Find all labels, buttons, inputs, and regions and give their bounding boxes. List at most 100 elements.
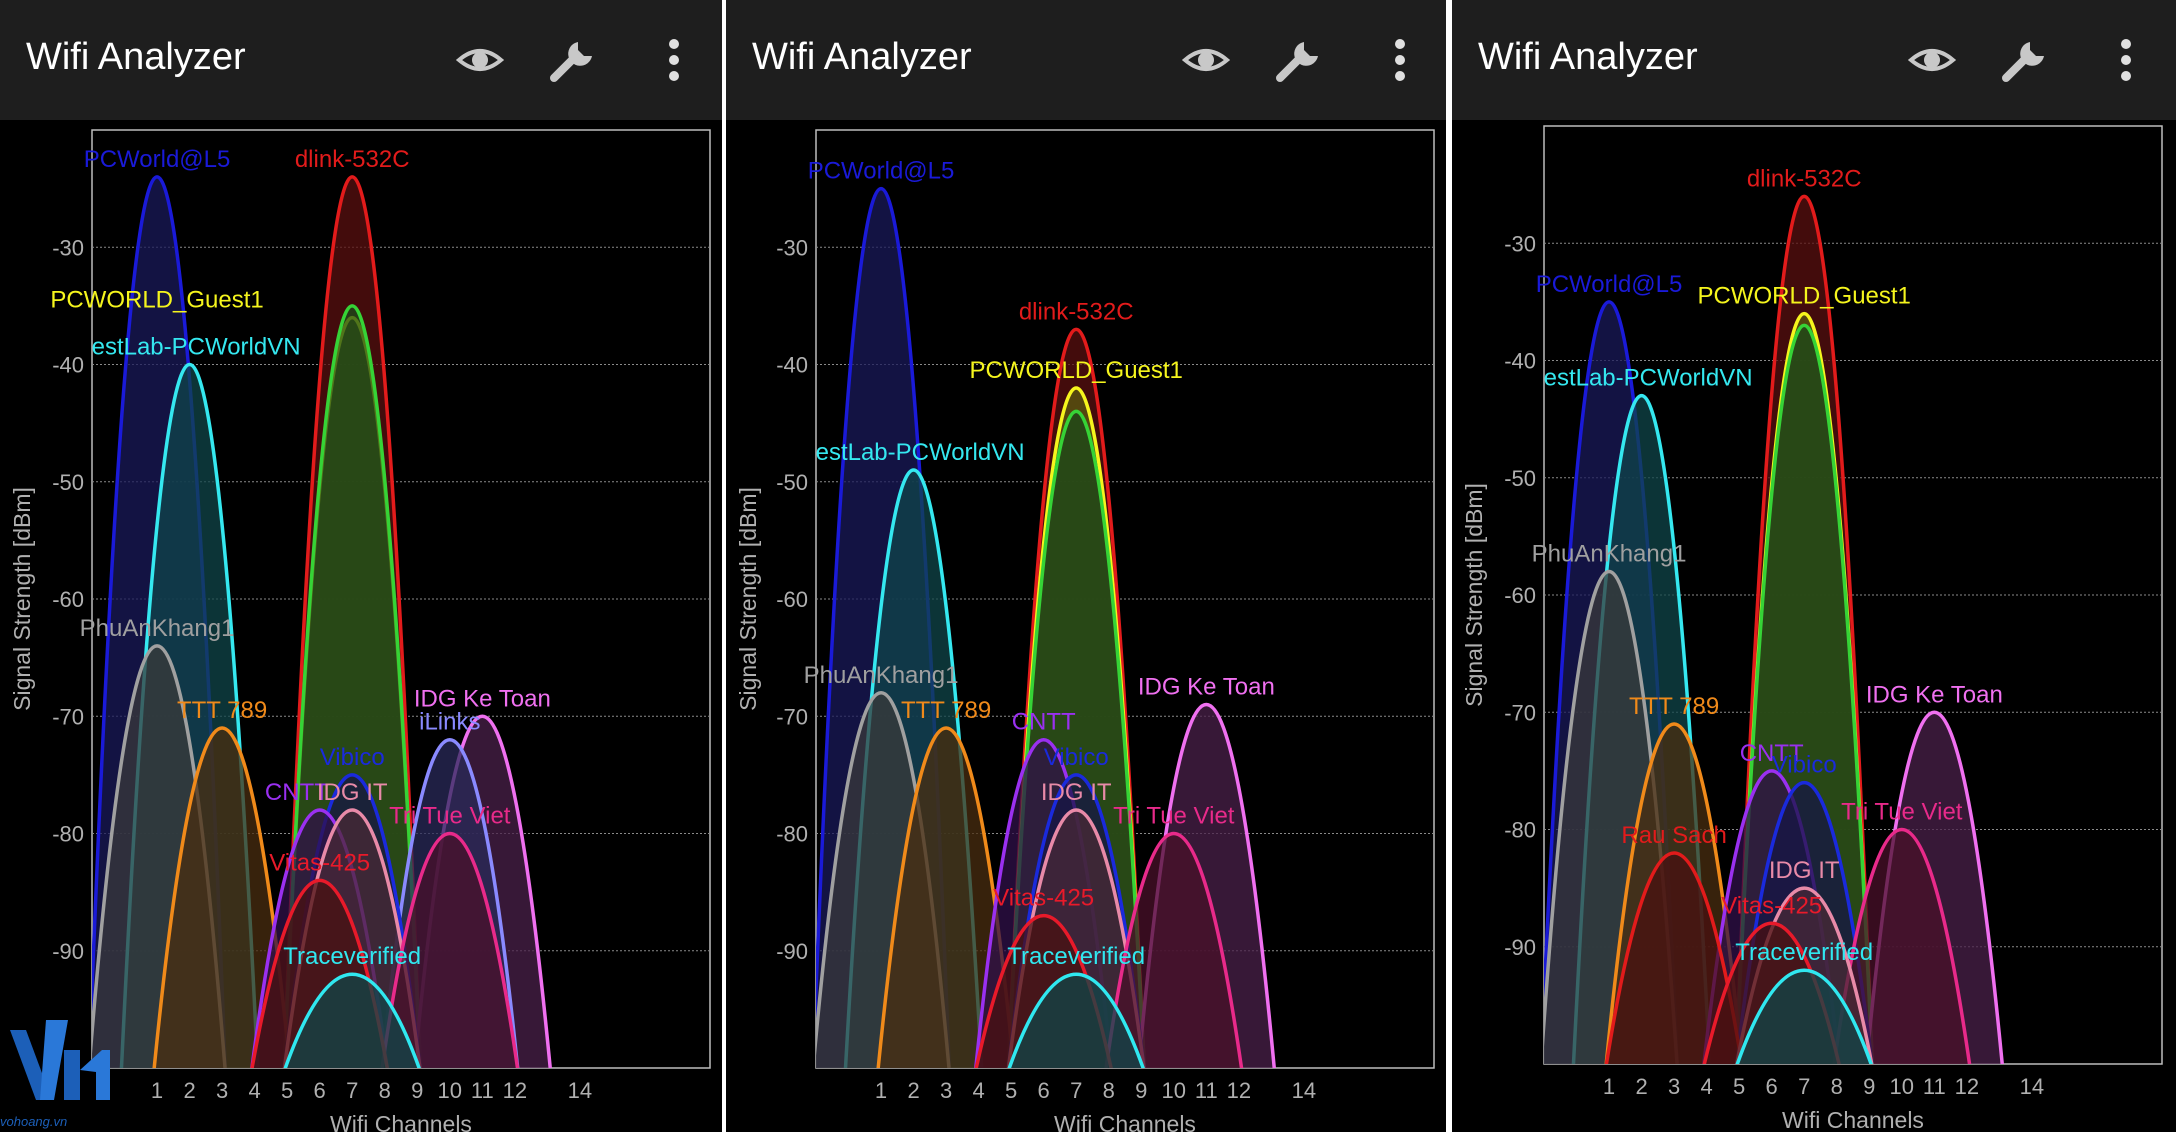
y-tick-label: -50 (776, 470, 808, 495)
y-tick-label: -60 (776, 587, 808, 612)
y-axis-label: Signal Strength [dBm] (9, 487, 35, 711)
x-tick-label: 5 (281, 1078, 293, 1103)
series-label: PCWORLD_Guest1 (50, 287, 263, 314)
eye-icon[interactable] (1178, 32, 1234, 88)
app-bar: Wifi Analyzer (0, 0, 722, 120)
x-tick-label: 7 (1070, 1078, 1082, 1103)
x-tick-label: 2 (1635, 1074, 1647, 1099)
y-tick-label: -80 (1504, 818, 1536, 843)
series-label: TTT 789 (901, 697, 991, 724)
app-title: Wifi Analyzer (26, 36, 246, 78)
series-label: Vitas-425 (993, 885, 1094, 912)
panel-2: Wifi Analyzer -30 -40 -50 -60 -70 -80 -90 1 2 3 4 5… (726, 0, 1446, 1132)
y-tick-label: -80 (52, 822, 84, 847)
series-curve (1104, 832, 1244, 1068)
x-tick-label: 10 (1162, 1078, 1186, 1103)
x-tick-label: 8 (379, 1078, 391, 1103)
signal-chart: -30-40-50-60-70-80-901 2 3 4 5 6 7 8 9 10 11 12 14Wi… (735, 129, 1435, 1132)
series-label: Tri Tue Viet (1841, 799, 1963, 826)
y-tick-label: -50 (52, 470, 84, 495)
x-tick-label: 7 (1798, 1074, 1810, 1099)
wrench-icon[interactable] (1272, 32, 1328, 88)
series-label: Traceverified (283, 943, 421, 970)
series-curve (1735, 968, 1873, 1064)
x-tick-label: 14 (1292, 1078, 1316, 1103)
x-tick-label: 12 (1955, 1074, 1979, 1099)
x-tick-label: 6 (1038, 1078, 1050, 1103)
y-tick-label: -40 (1504, 349, 1536, 374)
app-title: Wifi Analyzer (752, 36, 972, 78)
x-tick-label: 4 (973, 1078, 985, 1103)
x-tick-label: 2 (907, 1078, 919, 1103)
x-tick-label: 9 (1135, 1078, 1147, 1103)
y-tick-label: -50 (1504, 466, 1536, 491)
x-tick-label: 7 (346, 1078, 358, 1103)
series-label: Vitas-425 (269, 849, 370, 876)
y-tick-label: -90 (776, 939, 808, 964)
x-tick-label: 6 (1766, 1074, 1778, 1099)
series-label: PCWORLD_Guest1 (970, 357, 1183, 384)
more-vert-icon[interactable] (2098, 32, 2154, 88)
panel-3: Wifi Analyzer -30 -40 -50 -60 -70 -80 -90 1 2 3 4 5… (1452, 0, 2176, 1132)
y-tick-label: -80 (776, 822, 808, 847)
series-label: dlink-532C (1019, 298, 1134, 325)
watermark-text: vohoang.vn (0, 1114, 68, 1129)
series-label: IDG IT (317, 779, 388, 806)
eye-icon[interactable] (1904, 32, 1960, 88)
x-axis-label: Wifi Channels (330, 1111, 472, 1132)
eye-icon[interactable] (452, 32, 508, 88)
more-vert-icon[interactable] (646, 32, 702, 88)
series-label: Traceverified (1735, 939, 1873, 966)
y-tick-label: -60 (52, 587, 84, 612)
y-tick-label: -30 (52, 235, 84, 260)
x-tick-label: 3 (1668, 1074, 1680, 1099)
x-tick-label: 6 (314, 1078, 326, 1103)
series-label: Traceverified (1007, 943, 1145, 970)
series-label: TTT 789 (177, 697, 267, 724)
series-label: IDG Ke Toan (414, 685, 551, 712)
series-label: Rau Sach (1621, 822, 1726, 849)
series-label: Tri Tue Viet (1113, 803, 1235, 830)
y-tick-label: -90 (1504, 935, 1536, 960)
x-tick-label: 2 (183, 1078, 195, 1103)
series-curve (1007, 972, 1145, 1068)
wrench-icon[interactable] (1998, 32, 2054, 88)
signal-chart: -30-40-50-60-70-80-901 2 3 4 5 6 7 8 9 10 11 12 14Wi… (9, 129, 711, 1132)
y-tick-label: -30 (1504, 231, 1536, 256)
series-label: dlink-532C (1747, 165, 1862, 192)
y-tick-label: -40 (776, 353, 808, 378)
series-label: PCWorld@L5 (1536, 271, 1683, 298)
series-label: PhuAnKhang1 (804, 662, 959, 689)
series-label: PhuAnKhang1 (1532, 541, 1687, 568)
x-tick-label: 3 (940, 1078, 952, 1103)
x-tick-label: 8 (1831, 1074, 1843, 1099)
x-axis-label: Wifi Channels (1054, 1111, 1196, 1132)
y-tick-label: -30 (776, 235, 808, 260)
y-tick-label: -60 (1504, 583, 1536, 608)
series-label: TTT 789 (1629, 693, 1719, 720)
x-tick-label: 11 (1195, 1078, 1218, 1103)
series-label: PCWORLD_Guest1 (1698, 283, 1911, 310)
x-tick-label: 4 (249, 1078, 261, 1103)
series-label: dlink-532C (295, 146, 410, 173)
more-vert-icon[interactable] (1372, 32, 1428, 88)
y-tick-label: -70 (52, 704, 84, 729)
y-tick-label: -70 (776, 704, 808, 729)
series-label: PCWorld@L5 (84, 146, 231, 173)
wrench-icon[interactable] (546, 32, 602, 88)
series-label: Tri Tue Viet (389, 803, 511, 830)
series-label: estLab-PCWorldVN (1544, 365, 1753, 392)
series-label: IDG IT (1041, 779, 1112, 806)
y-axis-label: Signal Strength [dBm] (735, 487, 761, 711)
vh-logo (10, 1020, 110, 1100)
x-tick-label: 11 (471, 1078, 494, 1103)
series-curve (1832, 828, 1972, 1064)
x-tick-label: 10 (438, 1078, 462, 1103)
x-tick-label: 14 (568, 1078, 592, 1103)
y-tick-label: -70 (1504, 700, 1536, 725)
app-title: Wifi Analyzer (1478, 36, 1698, 78)
x-tick-label: 1 (875, 1078, 887, 1103)
x-tick-label: 14 (2020, 1074, 2044, 1099)
y-tick-label: -90 (52, 939, 84, 964)
series-label: IDG IT (1769, 857, 1840, 884)
